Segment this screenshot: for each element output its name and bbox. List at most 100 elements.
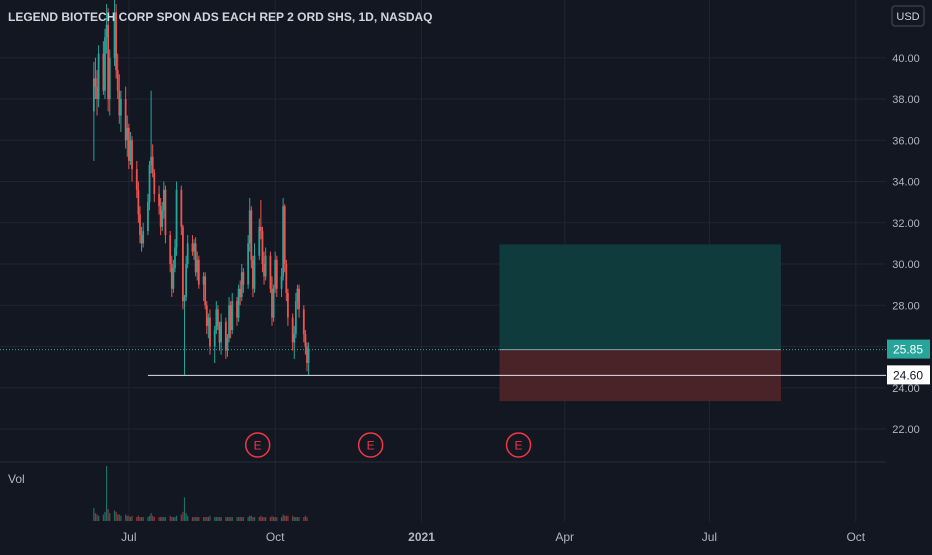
support-price-value: 24.60 [893, 368, 923, 382]
volume-bar [164, 517, 167, 521]
volume-bar [195, 517, 197, 521]
x-tick-label: Apr [555, 530, 574, 544]
candle-body [282, 206, 285, 277]
volume-bar [148, 515, 151, 521]
support-price-badge [887, 365, 930, 385]
candle-body [283, 206, 286, 264]
volume-bar [198, 517, 200, 521]
price-badges: 25.85 24.60 [887, 339, 930, 385]
volume-bar [93, 507, 95, 521]
volume-bar [231, 517, 233, 521]
candle-body [153, 173, 156, 194]
candle-body [161, 210, 164, 227]
earnings-marker[interactable]: E [357, 432, 384, 458]
earnings-marker-circle[interactable] [505, 432, 532, 458]
candlestick-series [92, 0, 310, 376]
volume-bar [239, 517, 241, 521]
x-tick-label: Jul [702, 530, 717, 544]
candle-body [247, 243, 250, 285]
candle-body [194, 243, 197, 273]
candle-body [150, 156, 153, 165]
volume-bar [125, 514, 127, 521]
y-tick-label: 30.00 [892, 259, 920, 271]
volume-bar [174, 517, 176, 521]
candle-body [96, 86, 98, 99]
candle-body [159, 206, 162, 227]
volume-bar [247, 517, 249, 521]
candle-body [296, 288, 299, 302]
volume-bar [160, 517, 162, 521]
candle-body [185, 264, 188, 297]
y-tick-label: 22.00 [892, 424, 920, 436]
candle-body [118, 90, 121, 116]
candle-body [205, 305, 208, 326]
volume-bar [139, 517, 141, 521]
earnings-marker[interactable]: E [505, 432, 532, 458]
candle-body [158, 193, 160, 207]
candle-body [207, 317, 210, 326]
y-tick-label: 24.00 [892, 383, 920, 395]
candle-body [253, 255, 256, 289]
candle-body [250, 210, 253, 260]
price-axis[interactable]: 22.0024.0026.0028.0030.0032.0034.0036.00… [892, 53, 920, 436]
volume-bars [93, 466, 308, 521]
volume-bar [293, 517, 295, 521]
earnings-marker-circle[interactable] [357, 432, 384, 458]
earnings-marker[interactable]: E [244, 432, 271, 458]
candle-body [170, 264, 173, 289]
volume-bar [215, 517, 217, 521]
volume-bar [94, 513, 97, 521]
volume-bar [261, 517, 264, 521]
candle-body [228, 305, 230, 339]
candle-body [306, 346, 308, 363]
candle-body [204, 276, 207, 306]
volume-bar [218, 517, 221, 521]
volume-bar [102, 514, 104, 521]
currency-button-box[interactable] [891, 5, 925, 27]
volume-bar [230, 517, 232, 521]
candle-body [287, 292, 289, 318]
target-zone[interactable] [499, 244, 782, 350]
volume-bar [274, 517, 276, 521]
volume-bar [303, 517, 305, 521]
time-axis-panel[interactable] [0, 522, 932, 550]
volume-bar [183, 497, 186, 521]
candle-body [261, 231, 264, 264]
volume-bar [204, 517, 206, 521]
time-axis[interactable]: Jul Oct 2021 Apr Jul Oct [121, 530, 866, 544]
candle-body [220, 321, 223, 343]
currency-label: USD [896, 11, 919, 23]
volume-bar [169, 515, 171, 521]
volume-bar [237, 517, 240, 521]
candle-body [94, 78, 97, 87]
price-axis-panel[interactable] [886, 0, 932, 550]
candle-body [215, 309, 218, 330]
volume-bar [282, 514, 284, 521]
last-price-badge [887, 339, 930, 359]
chart-overlays [0, 349, 886, 376]
candle-body [298, 288, 300, 310]
volume-bar [161, 517, 163, 521]
volume-bar [203, 517, 205, 521]
volume-bar [104, 511, 106, 521]
currency-button[interactable]: USD [891, 5, 925, 27]
candle-body [148, 165, 151, 203]
candle-body [239, 288, 242, 297]
candle-body [252, 259, 254, 289]
candle-body [272, 288, 275, 318]
candle-body [116, 70, 119, 91]
candle-body [182, 226, 184, 302]
candle-body [280, 276, 283, 289]
candle-body [172, 268, 175, 289]
long-position-tool[interactable] [499, 244, 782, 402]
earnings-marker-circle[interactable] [244, 432, 271, 458]
y-tick-label: 38.00 [892, 94, 920, 106]
candle-body [263, 264, 265, 277]
candle-body [119, 99, 122, 116]
candle-body [191, 243, 194, 252]
candle-body [97, 53, 100, 99]
candle-body [115, 12, 118, 71]
candle-body [124, 99, 127, 141]
